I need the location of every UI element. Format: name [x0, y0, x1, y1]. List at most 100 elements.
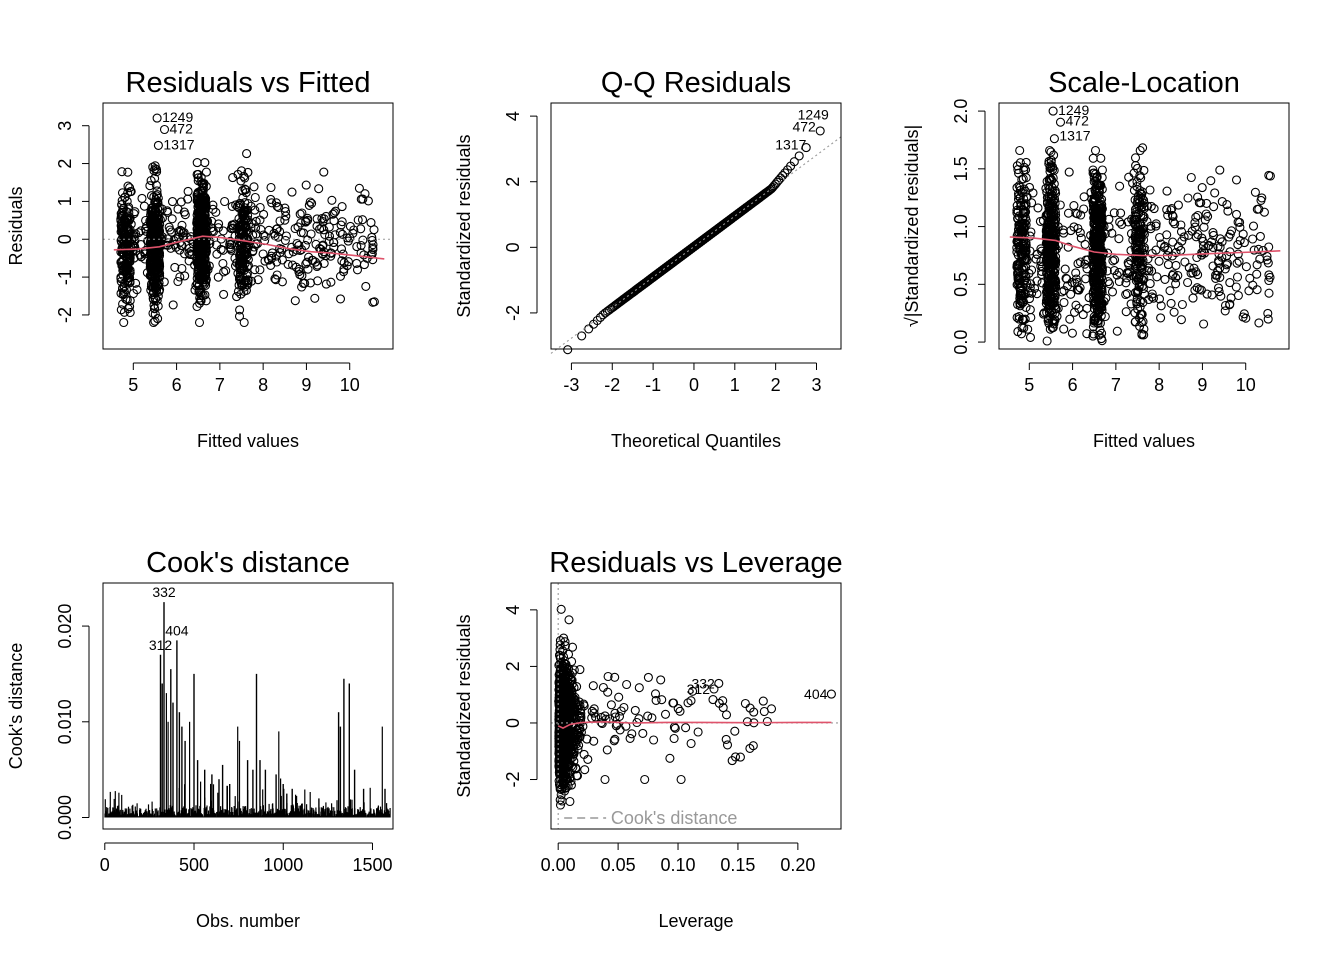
data-point: [1162, 186, 1172, 196]
data-point: [352, 265, 363, 275]
data-point: [330, 230, 340, 240]
data-point: [233, 169, 243, 179]
axes-cooks-distance: 0 500 1000 1500 0.000 0.010 0.020: [55, 604, 393, 875]
data-point: [243, 198, 253, 209]
data-point: [147, 226, 158, 236]
data-point: [298, 228, 308, 238]
data-point: [345, 233, 355, 243]
x-tick-label: 0: [689, 375, 699, 395]
data-point: [283, 259, 293, 269]
data-point: [149, 217, 159, 227]
x-tick-label: 1000: [263, 855, 303, 875]
data-point: [336, 244, 347, 254]
x-tick-label: 3: [811, 375, 821, 395]
xlabel-scale-location: Fitted values: [1093, 431, 1195, 451]
data-point: [1248, 234, 1258, 244]
data-point: [1171, 279, 1181, 289]
data-point: [1231, 175, 1242, 185]
data-point: [319, 225, 329, 235]
data-point: [1017, 226, 1027, 236]
x-tick-label: -2: [604, 375, 620, 395]
data-point: [1088, 153, 1098, 163]
data-point: [246, 223, 256, 233]
data-point: [1013, 235, 1023, 245]
data-point: [306, 229, 316, 239]
data-point: [1017, 314, 1027, 324]
data-point: [177, 220, 187, 230]
data-point: [200, 290, 210, 300]
data-point: [317, 213, 327, 224]
data-point: [1177, 299, 1187, 310]
y-tick-label: -1: [55, 269, 75, 285]
title-qq-residuals: Q-Q Residuals: [601, 67, 791, 99]
data-point: [1183, 277, 1193, 288]
y-tick-label: -2: [55, 307, 75, 323]
data-point: [290, 296, 300, 306]
data-point: [277, 255, 287, 265]
data-point: [234, 233, 244, 243]
data-point: [256, 225, 266, 235]
data-point: [146, 176, 156, 186]
y-tick-label: 2: [55, 159, 75, 169]
y-tick-label: 0.020: [55, 604, 75, 649]
data-point: [1114, 267, 1124, 277]
point-label: 1249: [162, 109, 193, 125]
data-point: [337, 217, 347, 227]
data-point: [1232, 272, 1243, 282]
data-point: [1049, 319, 1059, 329]
data-point: [1186, 172, 1196, 183]
data-point: [1049, 150, 1059, 160]
data-point: [1079, 192, 1089, 202]
data-point: [167, 227, 177, 237]
data-point: [150, 316, 160, 326]
data-point: [1115, 181, 1125, 191]
data-point: [1097, 165, 1107, 175]
data-point: [1252, 285, 1262, 295]
data-point: [1049, 134, 1059, 144]
data-point: [154, 227, 164, 237]
data-point: [1169, 307, 1179, 317]
plot-box-residuals-vs-fitted: [102, 102, 394, 350]
x-tick-label: 8: [1154, 375, 1164, 395]
data-point: [1065, 314, 1075, 324]
data-point: [183, 194, 193, 204]
data-point: [1206, 176, 1216, 186]
data-point: [157, 204, 167, 214]
data-point: [1013, 207, 1023, 217]
data-point: [159, 277, 169, 287]
data-point: [305, 278, 316, 288]
data-point: [129, 209, 139, 219]
x-tick-label: 9: [1197, 375, 1207, 395]
x-tick-label: 8: [258, 375, 268, 395]
data-point: [368, 255, 378, 265]
data-point: [297, 271, 307, 281]
data-point: [242, 270, 252, 281]
data-point: [315, 224, 325, 234]
data-point: [183, 186, 193, 196]
data-point: [193, 198, 203, 208]
point-label: 1317: [163, 136, 194, 152]
data-point: [167, 197, 178, 207]
data-point: [356, 224, 366, 234]
data-point: [193, 173, 203, 183]
data-point: [1197, 183, 1207, 193]
data-point: [1012, 201, 1022, 211]
data-point: [173, 276, 183, 287]
data-point: [1013, 165, 1023, 175]
data-point: [255, 265, 265, 275]
data-point: [121, 247, 131, 257]
smoother-line: [113, 235, 385, 260]
data-point: [321, 211, 331, 221]
data-point: [1245, 273, 1255, 283]
data-point: [584, 324, 594, 334]
x-tick-label: 2: [771, 375, 781, 395]
data-point: [131, 246, 141, 256]
data-point: [236, 289, 246, 299]
data-point: [193, 169, 203, 179]
data-point: [250, 265, 260, 275]
data-point: [337, 256, 347, 266]
x-tick-label: 500: [179, 855, 209, 875]
data-point: [118, 290, 128, 300]
